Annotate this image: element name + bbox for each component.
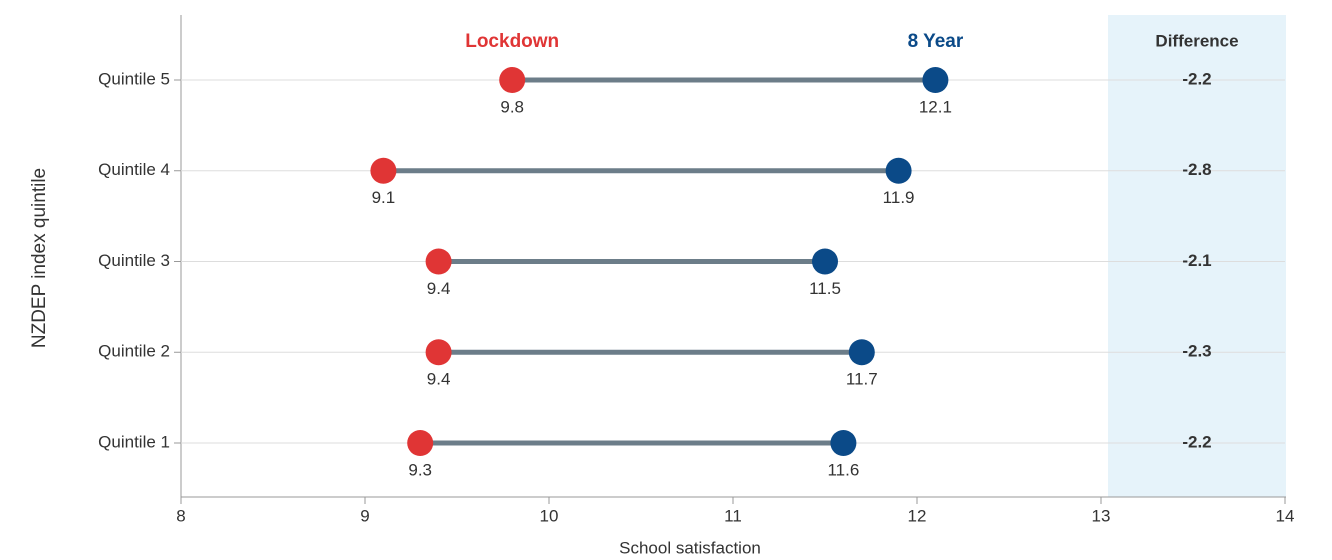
dot bbox=[812, 248, 838, 275]
difference-value: -2.2 bbox=[1182, 432, 1211, 451]
y-tick-label: Quintile 2 bbox=[98, 342, 170, 361]
value-label: 9.1 bbox=[372, 188, 396, 207]
y-axis-label: NZDEP index quintile bbox=[29, 168, 50, 348]
difference-value: -2.1 bbox=[1182, 251, 1211, 270]
dot bbox=[407, 430, 434, 456]
difference-value: -2.2 bbox=[1182, 69, 1211, 88]
dot bbox=[370, 157, 397, 184]
value-label: 9.4 bbox=[427, 279, 451, 298]
y-tick-label: Quintile 4 bbox=[98, 160, 170, 179]
value-label: 11.6 bbox=[827, 460, 859, 479]
x-tick-label: 8 bbox=[176, 506, 185, 525]
x-tick-label: 9 bbox=[360, 506, 369, 525]
value-label: 11.5 bbox=[809, 279, 841, 298]
dot bbox=[499, 67, 526, 93]
dot bbox=[830, 430, 857, 456]
x-tick-label: 12 bbox=[908, 506, 927, 525]
difference-value: -2.3 bbox=[1182, 342, 1211, 361]
dot bbox=[425, 248, 452, 275]
dot bbox=[885, 157, 912, 184]
value-label: 9.4 bbox=[427, 370, 451, 389]
difference-value: -2.8 bbox=[1182, 160, 1211, 179]
x-tick-label: 14 bbox=[1276, 506, 1295, 525]
dot bbox=[848, 339, 875, 366]
legend-label: Lockdown bbox=[465, 31, 559, 52]
y-tick-label: Quintile 1 bbox=[98, 432, 170, 451]
difference-panel bbox=[1108, 15, 1286, 497]
x-tick-label: 13 bbox=[1092, 506, 1111, 525]
x-tick-label: 10 bbox=[540, 506, 559, 525]
value-label: 9.3 bbox=[408, 460, 432, 479]
value-label: 11.9 bbox=[883, 188, 915, 207]
dot bbox=[922, 67, 949, 93]
x-axis-label: School satisfaction bbox=[619, 538, 761, 557]
value-label: 11.7 bbox=[846, 370, 878, 389]
y-tick-label: Quintile 3 bbox=[98, 251, 170, 270]
y-tick-label: Quintile 5 bbox=[98, 69, 170, 88]
x-tick-label: 11 bbox=[724, 506, 742, 525]
legend-label: 8 Year bbox=[908, 31, 964, 52]
value-label: 12.1 bbox=[919, 97, 952, 116]
value-label: 9.8 bbox=[500, 97, 524, 116]
difference-header: Difference bbox=[1155, 31, 1238, 50]
dot bbox=[425, 339, 452, 366]
